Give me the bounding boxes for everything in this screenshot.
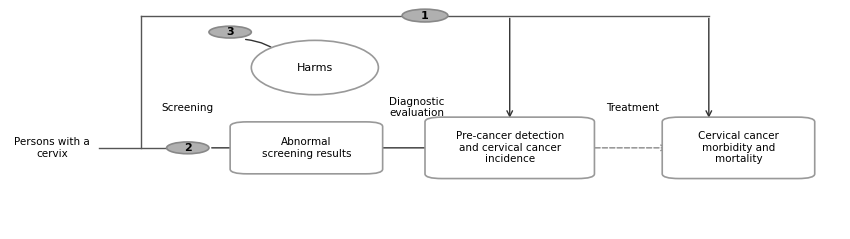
Text: Abnormal
screening results: Abnormal screening results [262,137,351,159]
Text: Treatment: Treatment [606,103,659,113]
Text: Cervical cancer
morbidity and
mortality: Cervical cancer morbidity and mortality [698,131,779,164]
Ellipse shape [252,40,378,95]
Circle shape [167,142,209,154]
Text: Harms: Harms [297,63,333,72]
Text: Persons with a
cervix: Persons with a cervix [14,137,90,159]
Circle shape [209,26,252,38]
Text: Pre-cancer detection
and cervical cancer
incidence: Pre-cancer detection and cervical cancer… [456,131,564,164]
Text: 2: 2 [184,143,191,153]
Text: 1: 1 [421,11,429,21]
Text: Screening: Screening [162,103,214,113]
Circle shape [402,9,448,22]
FancyBboxPatch shape [662,117,814,179]
FancyBboxPatch shape [425,117,594,179]
Text: 3: 3 [226,27,234,37]
FancyBboxPatch shape [230,122,382,174]
Text: Diagnostic
evaluation: Diagnostic evaluation [388,97,445,119]
